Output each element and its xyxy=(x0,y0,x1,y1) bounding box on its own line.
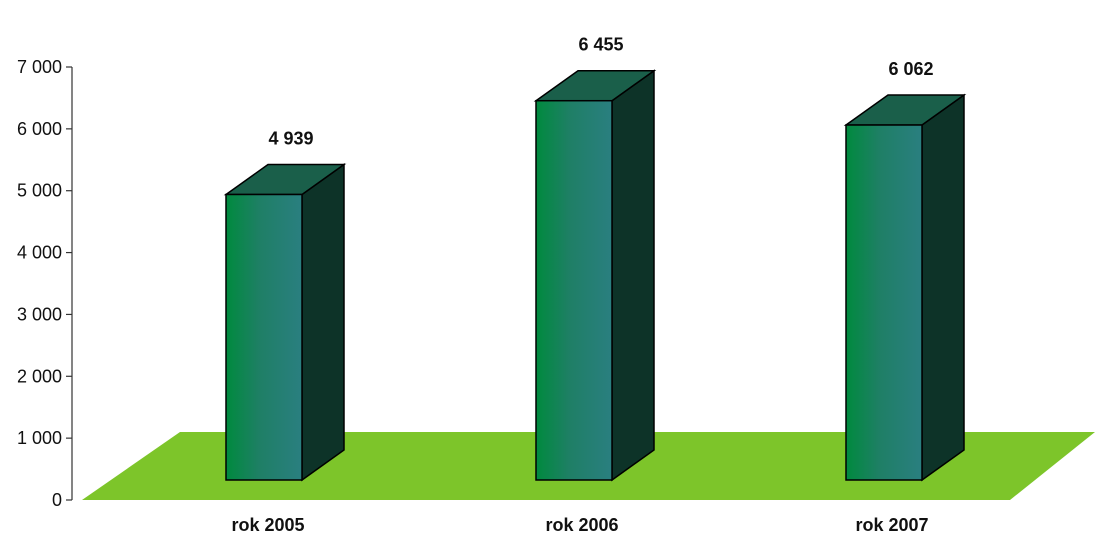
bar-2 xyxy=(533,69,657,482)
bar-1 xyxy=(223,163,347,482)
y-tick-label: 3 000 xyxy=(17,304,62,324)
y-tick-label: 1 000 xyxy=(17,428,62,448)
bar-3 xyxy=(843,93,967,482)
y-tick-label: 5 000 xyxy=(17,181,62,201)
x-category-label: rok 2007 xyxy=(855,515,928,535)
bar-side-face xyxy=(611,69,655,482)
y-tick-label: 0 xyxy=(52,490,62,510)
x-category-label: rok 2006 xyxy=(545,515,618,535)
y-tick-label: 2 000 xyxy=(17,366,62,386)
y-tick-label: 6 000 xyxy=(17,119,62,139)
y-tick-label: 4 000 xyxy=(17,243,62,263)
bar-data-label: 4 939 xyxy=(268,128,313,148)
bar-data-label: 6 062 xyxy=(888,59,933,79)
bar-front-face xyxy=(225,193,303,481)
bar-front-face xyxy=(535,99,613,481)
bar-side-face xyxy=(921,93,965,482)
bar-side-face xyxy=(301,163,345,482)
bar-data-label: 6 455 xyxy=(578,35,623,55)
y-tick-label: 7 000 xyxy=(17,57,62,77)
bar-front-face xyxy=(845,124,923,481)
x-category-label: rok 2005 xyxy=(231,515,304,535)
